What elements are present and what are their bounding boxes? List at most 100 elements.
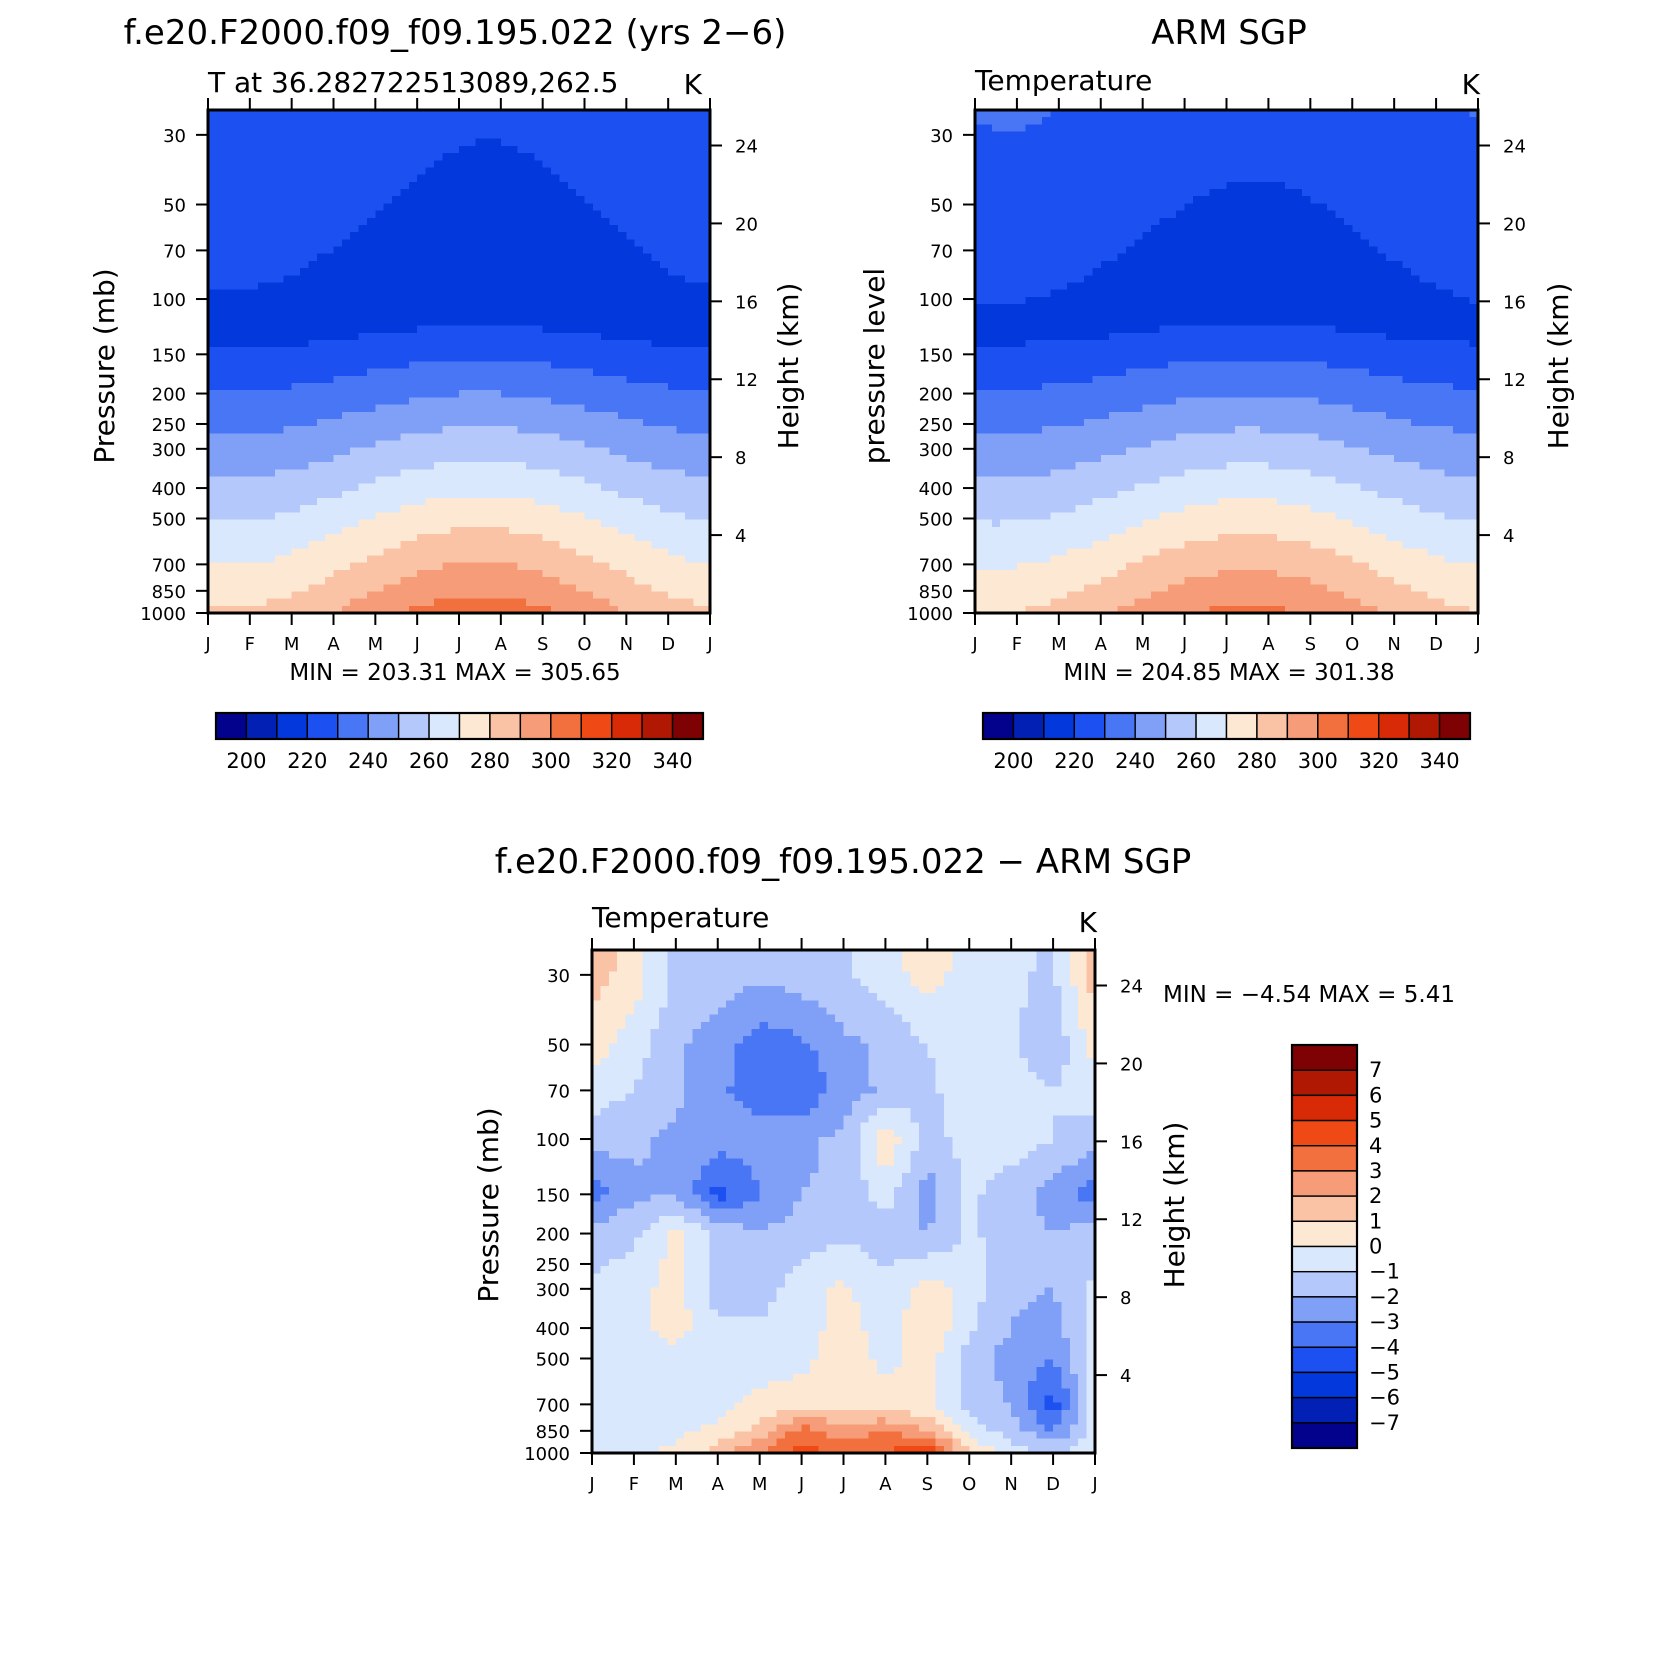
field-cell (1167, 167, 1177, 176)
field-cell (325, 124, 335, 133)
field-cell (316, 469, 326, 478)
field-cell (1159, 145, 1169, 154)
field-cell (358, 584, 368, 593)
field-cell (233, 239, 243, 248)
field-cell (609, 433, 619, 442)
field-cell (408, 533, 418, 542)
field-cell (241, 160, 251, 169)
field-cell (1033, 160, 1043, 169)
field-cell (584, 332, 594, 341)
field-cell (592, 462, 602, 470)
field-cell (684, 296, 694, 305)
field-cell (291, 562, 301, 571)
field-cell (584, 318, 594, 327)
field-cell (400, 332, 410, 341)
field-cell (676, 110, 686, 118)
field-cell (366, 304, 376, 312)
field-cell (693, 196, 703, 205)
field-cell (241, 217, 251, 226)
field-cell (609, 174, 619, 183)
field-cell (1100, 131, 1110, 140)
field-cell (484, 167, 494, 176)
field-cell (467, 577, 477, 585)
colorbar-frame (214, 711, 705, 741)
field-cell (425, 203, 435, 212)
field-cell (668, 196, 678, 205)
field-cell (425, 476, 435, 485)
field-cell (375, 397, 385, 406)
field-cell (617, 361, 627, 370)
field-cell (450, 246, 460, 255)
field-cell (659, 577, 669, 585)
field-cell (668, 591, 678, 600)
field-cell (341, 304, 351, 312)
field-cell (442, 584, 452, 593)
field-cell (308, 397, 318, 406)
field-cell (350, 462, 360, 470)
field-cell (991, 117, 1001, 125)
field-cell (559, 368, 569, 377)
field-cell (676, 332, 686, 341)
field-cell (208, 383, 217, 391)
field-cell (216, 555, 226, 564)
field-cell (300, 447, 309, 456)
field-cell (551, 519, 560, 528)
field-cell (442, 275, 452, 284)
field-cell (475, 181, 485, 190)
field-cell (224, 469, 234, 478)
colorbar-label: 340 (653, 749, 693, 773)
field-cell (241, 368, 251, 377)
field-cell (975, 124, 984, 133)
field-cell (1176, 153, 1186, 161)
field-cell (701, 347, 711, 355)
field-cell (1469, 117, 1479, 125)
field-cell (525, 375, 535, 384)
field-cell (492, 311, 502, 319)
field-cell (291, 490, 301, 499)
field-cell (249, 253, 259, 262)
field-cell (333, 296, 343, 305)
field-cell (333, 189, 343, 197)
field-cell (626, 282, 636, 291)
field-cell (651, 512, 661, 521)
field-cell (233, 196, 243, 205)
x-tick-label: J (706, 634, 712, 655)
field-cell (450, 203, 460, 212)
field-cell (433, 498, 443, 506)
field-cell (266, 339, 276, 348)
field-cell (283, 332, 293, 341)
field-cell (375, 189, 385, 197)
field-cell (567, 217, 577, 226)
field-cell (283, 555, 293, 564)
field-cell (258, 390, 268, 399)
field-cell (433, 181, 443, 190)
field-cell (1343, 145, 1353, 154)
field-cell (617, 260, 627, 269)
field-cell (258, 397, 268, 406)
field-cell (450, 318, 460, 327)
field-cell (492, 541, 502, 549)
field-cell (1075, 145, 1085, 154)
field-cell (433, 203, 443, 212)
field-cell (492, 354, 502, 363)
field-cell (467, 282, 477, 291)
field-cell (684, 390, 694, 399)
field-cell (701, 390, 711, 399)
field-cell (668, 289, 678, 298)
field-cell (500, 548, 510, 557)
field-cell (433, 404, 443, 413)
field-cell (417, 246, 427, 255)
field-cell (1025, 117, 1035, 125)
field-cell (1327, 160, 1337, 169)
field-cell (576, 311, 586, 319)
field-cell (1285, 181, 1295, 190)
field-cell (1436, 145, 1446, 154)
field-cell (684, 174, 694, 183)
field-cell (659, 354, 669, 363)
field-cell (551, 174, 560, 183)
field-cell (484, 383, 494, 391)
field-cell (509, 110, 519, 118)
field-cell (509, 224, 519, 233)
field-cell (617, 189, 627, 197)
field-cell (450, 196, 460, 205)
